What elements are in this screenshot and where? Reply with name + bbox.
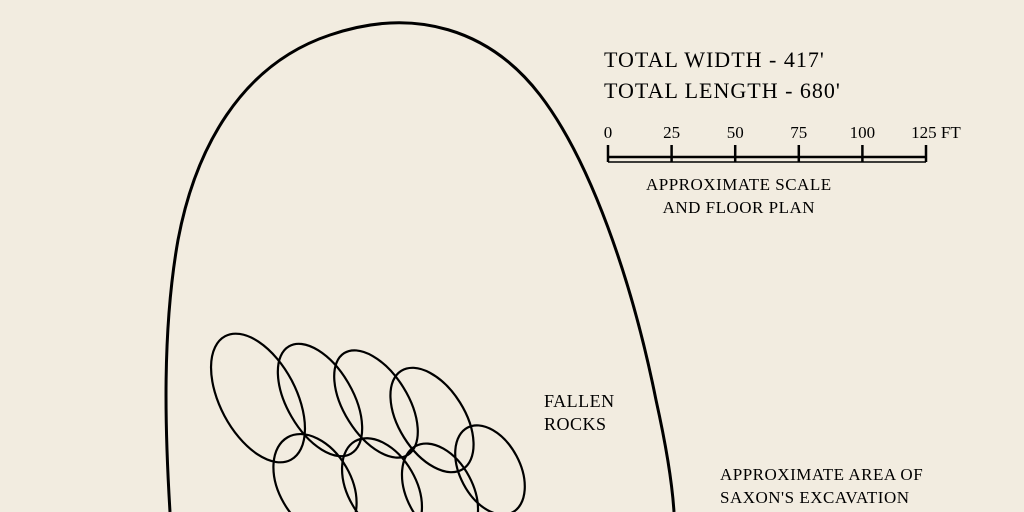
rock-outline <box>373 353 490 486</box>
total-length-label: TOTAL LENGTH - 680' <box>604 78 841 104</box>
fallen-rocks <box>192 318 539 512</box>
scale-tick-label: 125 FT <box>911 123 961 143</box>
rock-outline <box>386 431 493 512</box>
excavation-label-line2: SAXON'S EXCAVATION <box>720 488 910 507</box>
cave-outline <box>166 23 674 512</box>
fallen-rocks-label: FALLEN ROCKS <box>544 390 615 437</box>
total-width-label: TOTAL WIDTH - 417' <box>604 47 825 73</box>
scale-caption-line2: AND FLOOR PLAN <box>663 198 815 217</box>
fallen-rocks-label-line2: ROCKS <box>544 414 607 434</box>
scale-tick-label: 75 <box>790 123 807 143</box>
excavation-area-label: APPROXIMATE AREA OF SAXON'S EXCAVATION <box>720 464 923 510</box>
scale-bar <box>608 145 926 162</box>
excavation-label-line1: APPROXIMATE AREA OF <box>720 465 923 484</box>
rock-outline <box>326 424 439 512</box>
scale-tick-label: 0 <box>604 123 613 143</box>
scale-tick-label: 100 <box>850 123 876 143</box>
scale-tick-label: 50 <box>727 123 744 143</box>
plan-svg <box>0 0 1024 512</box>
scale-tick-label: 25 <box>663 123 680 143</box>
fallen-rocks-label-line1: FALLEN <box>544 391 615 411</box>
rock-outline <box>256 419 373 512</box>
rock-outline <box>441 414 539 512</box>
scale-caption: APPROXIMATE SCALE AND FLOOR PLAN <box>646 174 832 220</box>
scale-caption-line1: APPROXIMATE SCALE <box>646 175 832 194</box>
rock-outline <box>192 318 325 477</box>
floor-plan-diagram: TOTAL WIDTH - 417' TOTAL LENGTH - 680' 0… <box>0 0 1024 512</box>
